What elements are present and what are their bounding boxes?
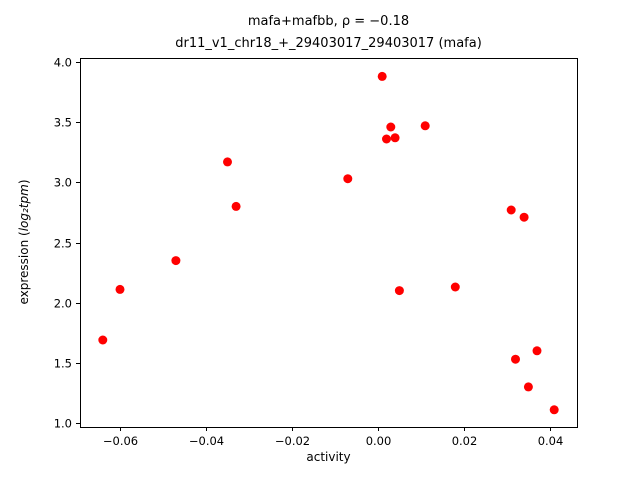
data-point: [394, 286, 404, 296]
data-point: [519, 212, 529, 222]
data-point: [223, 157, 232, 167]
x-tick-label: 0.04: [538, 434, 564, 448]
y-axis-label-prefix: expression (: [17, 231, 31, 305]
y-axis-label-math: log₂tpm: [17, 184, 31, 232]
data-point: [420, 121, 430, 131]
data-point: [231, 201, 241, 211]
data-point: [377, 71, 387, 81]
x-tick-label: −0.04: [189, 434, 224, 448]
data-point: [549, 405, 559, 415]
data-point: [343, 174, 353, 184]
y-tick-label: 4.0: [54, 56, 72, 70]
y-tick-label: 3.5: [54, 116, 72, 130]
data-point: [390, 133, 400, 143]
y-tick-label: 1.5: [54, 357, 72, 371]
data-point: [115, 284, 125, 294]
chart-title: mafa+mafbb, ρ = −0.18: [247, 14, 410, 29]
y-tick-label: 2.0: [54, 297, 72, 311]
data-point: [523, 382, 533, 392]
x-tick-label: −0.02: [275, 434, 310, 448]
y-axis-label-suffix: ): [17, 179, 31, 185]
data-point: [532, 346, 542, 356]
x-axis-label: activity: [306, 450, 351, 464]
data-point: [386, 122, 396, 132]
data-point: [98, 335, 108, 345]
data-point: [382, 134, 391, 144]
x-tick-label: 0.00: [366, 434, 392, 448]
y-tick-label: 1.0: [54, 417, 72, 431]
chart-subtitle: dr11_v1_chr18_+_29403017_29403017 (mafa): [175, 36, 482, 51]
x-tick-label: 0.02: [452, 434, 478, 448]
y-tick-label: 2.5: [54, 237, 72, 251]
data-point: [511, 354, 520, 364]
data-point: [506, 205, 516, 215]
y-tick-label: 3.0: [54, 176, 72, 190]
data-point: [450, 282, 460, 292]
x-tick-label: −0.06: [103, 434, 138, 448]
y-axis-label: expression (log₂tpm): [17, 179, 31, 304]
plot-border: [80, 58, 578, 428]
data-point: [171, 256, 181, 266]
